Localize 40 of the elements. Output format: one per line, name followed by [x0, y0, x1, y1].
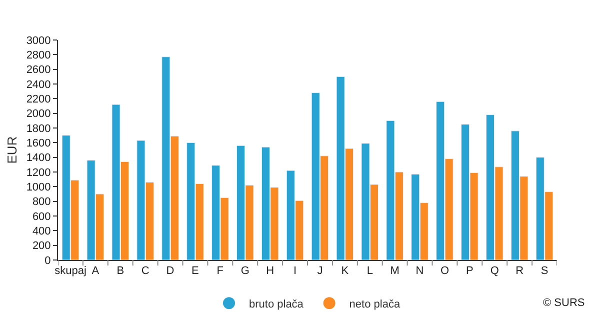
x-tick-label: M [390, 265, 400, 278]
y-tick-label: 1200 [26, 166, 51, 179]
y-tick-label: 2400 [26, 78, 51, 91]
x-tick-label: P [466, 265, 474, 278]
legend-label: neto plača [349, 298, 401, 310]
x-tick-label: Q [490, 265, 500, 278]
x-tick-label: G [240, 265, 250, 278]
x-tick-label: K [341, 265, 350, 278]
y-tick-label: 800 [32, 196, 51, 208]
x-tick-label: J [317, 265, 323, 278]
y-tick-label: 1400 [26, 152, 51, 164]
y-tick-label: 2600 [26, 64, 51, 76]
x-tick-label: D [166, 265, 174, 278]
x-tick-label: C [141, 265, 150, 278]
y-tick-label: 2800 [26, 50, 51, 62]
x-tick-label: skupaj [54, 265, 86, 278]
legend-label: bruto plača [249, 298, 304, 310]
y-tick-label: 600 [32, 210, 51, 223]
y-tick-label: 2000 [26, 108, 51, 120]
y-tick-label: 200 [32, 240, 51, 252]
y-axis-title: EUR [4, 136, 20, 164]
x-tick-label: F [216, 265, 224, 278]
x-tick-label: L [366, 265, 373, 278]
x-tick-label: E [192, 265, 199, 278]
x-tick-label: N [416, 265, 424, 278]
y-tick-label: 3000 [26, 34, 51, 47]
y-tick-label: 1800 [26, 122, 51, 135]
y-tick-label: 2200 [26, 94, 51, 106]
y-tick-label: 0 [44, 254, 51, 267]
y-tick-label: 400 [32, 226, 51, 238]
x-tick-label: H [266, 265, 274, 278]
x-tick-label: R [516, 265, 524, 278]
x-tick-label: B [116, 265, 124, 278]
x-tick-label: A [92, 265, 100, 278]
y-tick-label: 1000 [26, 182, 51, 194]
y-tick-label: 1600 [26, 138, 51, 150]
text: © SURS [543, 297, 585, 309]
x-tick-label: O [440, 265, 450, 278]
x-tick-label: I [293, 265, 297, 278]
x-tick-label: S [540, 265, 548, 278]
